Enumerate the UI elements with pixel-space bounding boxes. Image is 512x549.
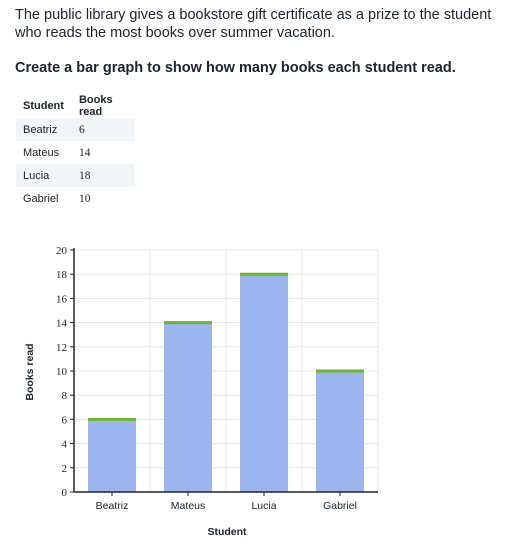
bar-mateus (164, 322, 212, 492)
y-tick-label: 0 (62, 487, 68, 499)
x-axis-title: Student (207, 526, 247, 538)
y-tick-label: 2 (62, 463, 68, 475)
bar-graph: 0 2 4 6 8 10 12 14 16 18 20 Beatriz Mateus Lucia Gabri… (24, 245, 379, 538)
y-tick-label: 6 (62, 414, 68, 426)
bar-beatriz (88, 419, 136, 492)
y-tick-label: 20 (56, 245, 68, 257)
question-prompt: Create a bar graph to show how many book… (15, 60, 456, 76)
y-tick-label: 4 (62, 439, 68, 451)
table-header-row: Student Books read (16, 94, 135, 118)
y-tick-label: 18 (56, 269, 68, 281)
x-tick-label: Mateus (171, 500, 205, 512)
y-tick-label: 10 (56, 366, 68, 378)
cell-books: 14 (78, 146, 91, 159)
question-intro: The public library gives a bookstore gif… (15, 7, 492, 41)
cell-student: Mateus (23, 146, 60, 159)
table-row: Beatriz 6 (16, 118, 135, 141)
table-row: Mateus 14 (16, 141, 135, 164)
cell-student: Lucia (16, 164, 72, 187)
x-tick-label: Gabriel (323, 500, 357, 512)
table-row: Lucia 18 (16, 164, 135, 187)
y-tick-label: 8 (62, 390, 68, 402)
cell-books: 18 (71, 164, 135, 187)
y-tick-label: 12 (56, 342, 67, 354)
cell-books: 6 (71, 118, 135, 141)
y-tick-label: 16 (56, 293, 68, 305)
table-row: Gabriel 10 (16, 187, 135, 210)
cell-student: Beatriz (16, 118, 72, 141)
x-tick-label: Beatriz (96, 500, 129, 512)
y-axis-title: Books read (24, 343, 36, 400)
data-table: Student Books read Beatriz 6 Mateus 14 L… (16, 94, 135, 210)
bar-gabriel (316, 371, 364, 492)
cell-student: Gabriel (23, 192, 59, 205)
cell-books: 10 (78, 192, 91, 205)
x-tick-label: Lucia (251, 500, 276, 512)
bar-lucia (240, 274, 288, 492)
y-tick-label: 14 (56, 318, 68, 330)
header-student: Student (23, 100, 64, 112)
header-books-read: Books read (78, 94, 113, 118)
